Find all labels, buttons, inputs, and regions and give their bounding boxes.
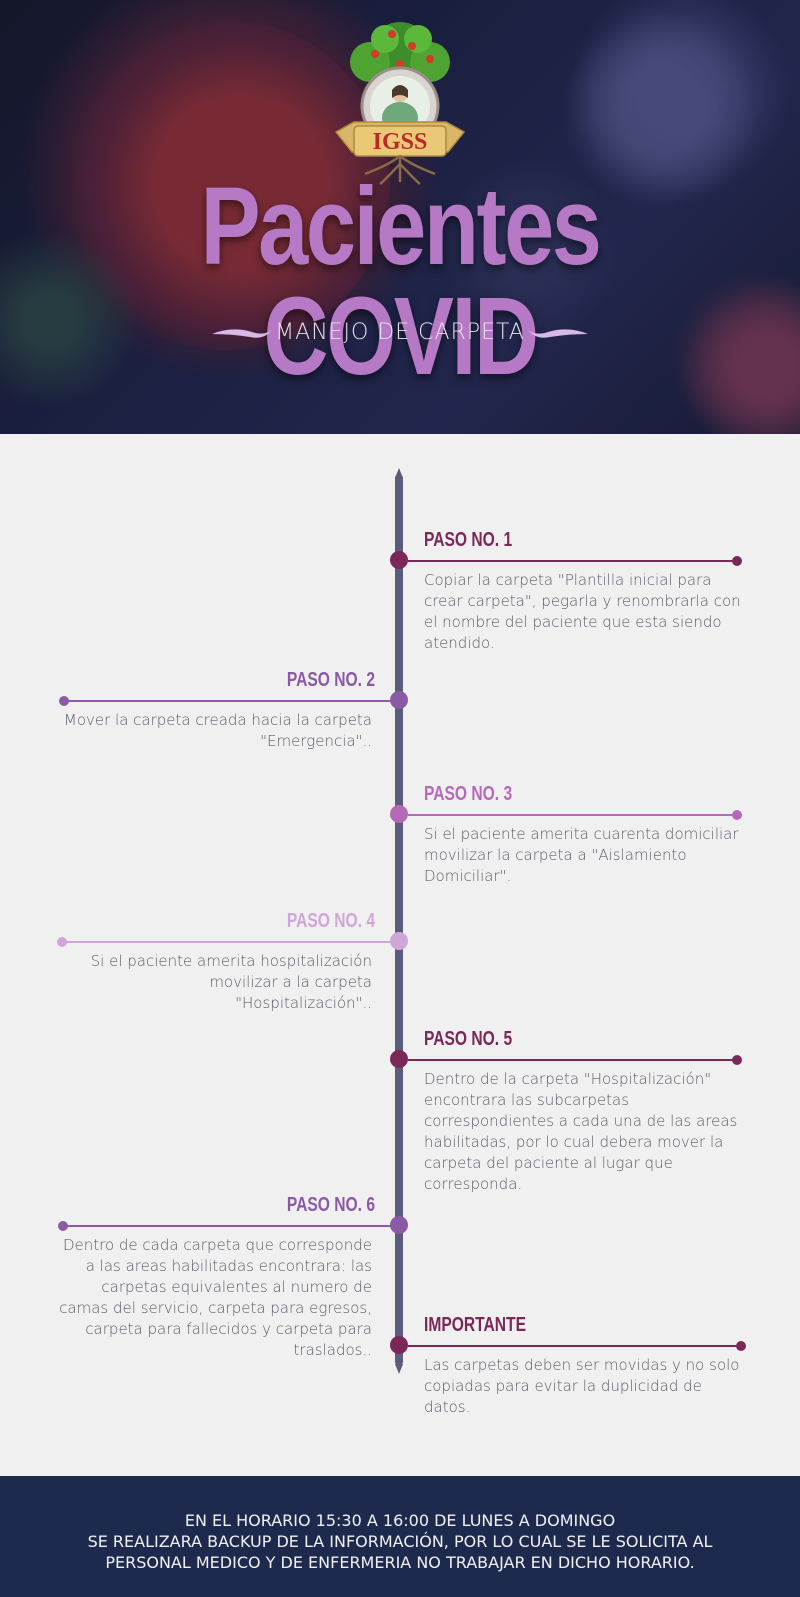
timeline-endpoint (57, 937, 67, 947)
timeline-connector (408, 560, 738, 562)
step-description: Si el paciente amerita cuarenta domicili… (424, 825, 739, 885)
igss-logo: IGSS (334, 22, 466, 185)
title-word-pacientes: Pacientes (200, 165, 602, 288)
timeline-bottom-arrow (395, 1364, 403, 1374)
timeline-endpoint (736, 1341, 746, 1351)
timeline-node (390, 805, 408, 823)
step-description: Mover la carpeta creada hacia la carpeta… (63, 711, 372, 750)
virus-illustration (560, 10, 760, 210)
important-description: Las carpetas deben ser movidas y no solo… (424, 1356, 740, 1416)
left-swash-ornament (212, 329, 272, 338)
step-description: Si el paciente amerita hospitalización m… (90, 952, 372, 1012)
important-title: IMPORTANTE (424, 1314, 526, 1336)
timeline-endpoint (59, 696, 69, 706)
page-title: PacientesCOVID (72, 172, 728, 392)
logo-lettering: IGSS (373, 129, 428, 155)
timeline-connector (408, 1345, 742, 1347)
timeline-endpoint (732, 556, 742, 566)
step-title: PASO NO. 3 (424, 783, 513, 805)
step-title: PASO NO. 2 (286, 669, 375, 691)
timeline-connector (408, 1059, 738, 1061)
virus-illustration (0, 230, 140, 410)
step-description: Dentro de cada carpeta que corresponde a… (59, 1236, 372, 1359)
timeline-endpoint (58, 1221, 68, 1231)
timeline-spine (395, 475, 403, 1365)
page-subtitle: MANEJO DE CARPETA (275, 320, 525, 345)
hero-banner: IGSS PacientesCOVID MANEJO DE CARPETA (0, 0, 800, 434)
step-description: Dentro de la carpeta "Hospitalización" e… (424, 1070, 738, 1193)
step-title: PASO NO. 4 (286, 910, 375, 932)
step-title: PASO NO. 6 (286, 1194, 375, 1216)
title-word-covid: COVID (263, 275, 539, 398)
timeline-top-arrow (395, 468, 403, 478)
timeline-connector (64, 941, 392, 943)
timeline-node (390, 551, 408, 569)
footer-line: SE REALIZARA BACKUP DE LA INFORMACIÓN, P… (87, 1532, 713, 1551)
timeline-endpoint (732, 1055, 742, 1065)
footer-banner: EN EL HORARIO 15:30 A 16:00 DE LUNES A D… (0, 1476, 800, 1597)
timeline-endpoint (732, 810, 742, 820)
timeline-node (390, 1336, 408, 1354)
step-title: PASO NO. 1 (424, 529, 513, 551)
step-description: Copiar la carpeta "Plantilla inicial par… (424, 571, 741, 652)
step-title: PASO NO. 5 (424, 1028, 513, 1050)
right-swash-ornament (528, 329, 588, 338)
timeline-connector (64, 1225, 392, 1227)
footer-line: EN EL HORARIO 15:30 A 16:00 DE LUNES A D… (184, 1511, 616, 1530)
timeline-connector (64, 700, 392, 702)
timeline-connector (408, 814, 738, 816)
timeline-node (390, 691, 408, 709)
timeline-node (390, 1050, 408, 1068)
footer-line: PERSONAL MEDICO Y DE ENFERMERIA NO TRABA… (105, 1553, 695, 1572)
timeline-node (390, 1216, 408, 1234)
timeline-node (390, 932, 408, 950)
